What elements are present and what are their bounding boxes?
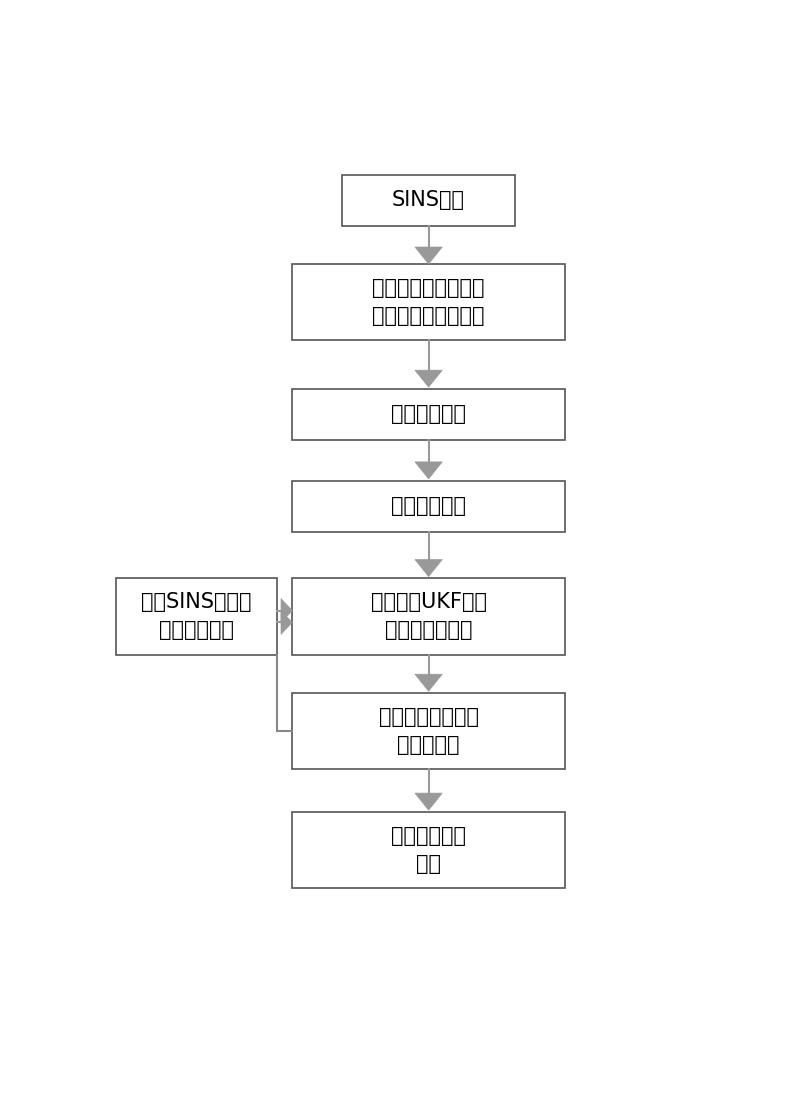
Polygon shape [415, 462, 442, 479]
Bar [292, 578, 565, 655]
Bar [292, 481, 565, 532]
Polygon shape [281, 599, 292, 622]
Bar [115, 578, 277, 655]
Polygon shape [415, 559, 442, 577]
Text: 解析法粗对准: 解析法粗对准 [391, 405, 466, 425]
Text: 利用改进UKF算法
估计平台失准角: 利用改进UKF算法 估计平台失准角 [370, 592, 486, 641]
Bar [292, 389, 565, 440]
Text: 完成初始对准
过程: 完成初始对准 过程 [391, 826, 466, 874]
Text: 建立SINS初始对
准非线性模型: 建立SINS初始对 准非线性模型 [141, 592, 251, 641]
Polygon shape [415, 793, 442, 810]
Text: 闭环修正得到精确
的姿态矩阵: 闭环修正得到精确 的姿态矩阵 [378, 707, 478, 756]
Text: SINS开机: SINS开机 [392, 191, 465, 211]
Polygon shape [415, 371, 442, 387]
Text: 罗经法精对准: 罗经法精对准 [391, 496, 466, 516]
Bar [292, 693, 565, 770]
Polygon shape [415, 247, 442, 264]
Bar [342, 175, 515, 226]
Polygon shape [415, 674, 442, 692]
Bar [292, 264, 565, 341]
Text: 采集陛螺仪和加速度
计数据，并去噪处理: 采集陛螺仪和加速度 计数据，并去噪处理 [372, 278, 485, 326]
Bar [292, 812, 565, 888]
Polygon shape [281, 611, 292, 634]
